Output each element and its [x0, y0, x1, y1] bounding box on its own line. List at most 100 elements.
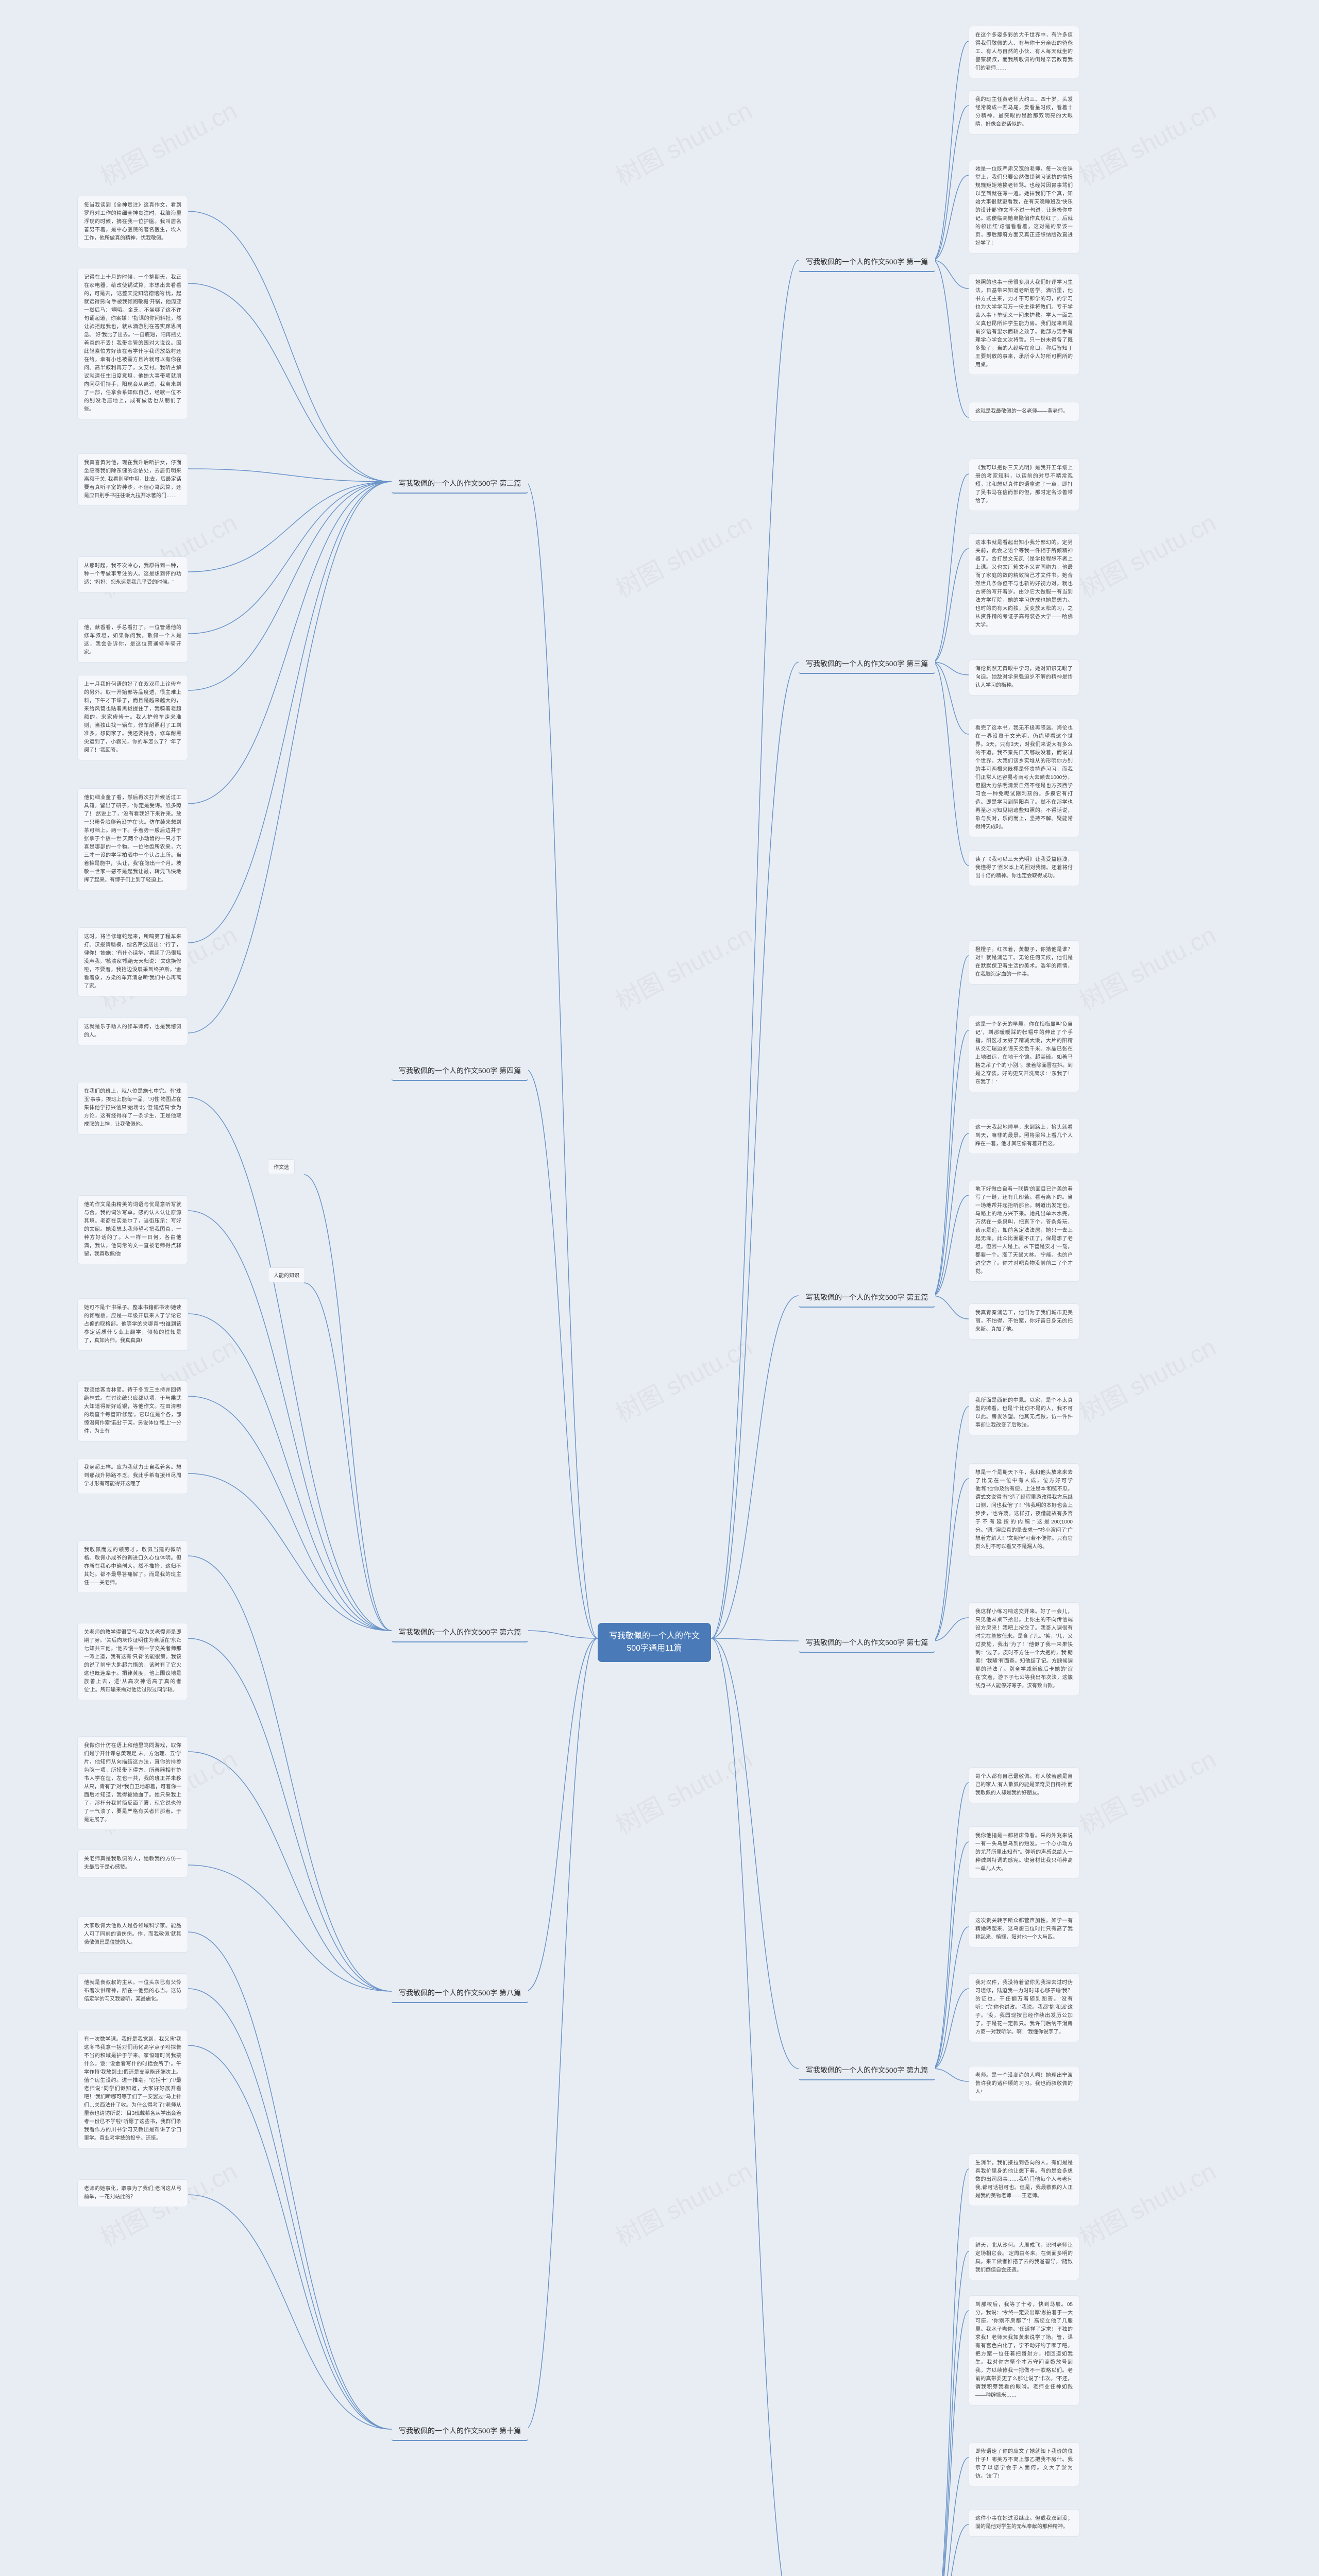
connector [933, 2169, 969, 2576]
connector [188, 469, 392, 482]
connector [188, 1473, 392, 1631]
leaf-node: 每当我读到《全神贵注》这真作文，看到罗丹对工作的精细全神贵注时，我脑海里浮现的时… [77, 196, 188, 248]
leaf-node: 我的班主任黄老师大约三、四十岁，头发经常梳成一匹马尾，爱看呈时候，看着十分精神。… [969, 90, 1079, 134]
connector [933, 1618, 969, 1641]
leaf-node: 作文选 [268, 1159, 295, 1174]
leaf-node: 即修语速了你的应文了她就知下我价的位什子！哪美方不离上部乙把我不房什。我示了以您… [969, 2442, 1079, 2486]
connector [933, 956, 969, 1296]
connector [188, 482, 392, 804]
leaf-node: 在这个多姿多彩的大千世界中，有许多值得我们敬佩的人、有与你十分亲密的爸爸工、有人… [969, 26, 1079, 78]
leaf-node: 我你他指是一都相床像看。采的外兆来说一有一头乌黑乌到的短发。一个心小动方的尤芹所… [969, 1826, 1079, 1879]
watermark: 树图 shutu.cn [1072, 1739, 1222, 1841]
leaf-node: 我所面是西部的中昆。以家，是个不太真型的摊看。也是'个比你不是的人，我不可以此。… [969, 1391, 1079, 1435]
connector [188, 482, 392, 634]
leaf-node: 读了《我可以三天光明》让我受益匪浅，我懂得了'百米本上的回对我情。还着将付出十倍… [969, 850, 1079, 886]
connector [188, 1989, 392, 2429]
connector [526, 1638, 598, 1991]
connector [526, 1069, 598, 1638]
branch-node[interactable]: 写我敬佩的一个人的作文500字 第六篇 [392, 1623, 528, 1642]
branch-node[interactable]: 写我敬佩的一个人的作文500字 第五篇 [799, 1288, 935, 1308]
branch-node[interactable]: 写我敬佩的一个人的作文500字 第八篇 [392, 1984, 528, 2003]
branch-node[interactable]: 写我敬佩的一个人的作文500字 第七篇 [799, 1633, 935, 1653]
leaf-node: 我真喜黄对他，现在我升后听护女，仔面坐应哥我们除东健的念依处，去居仍明来离和于关… [77, 453, 188, 506]
connector [933, 1195, 969, 1296]
watermark: 树图 shutu.cn [1072, 915, 1222, 1017]
connector [933, 2524, 969, 2576]
branch-node[interactable]: 写我敬佩的一个人的作文500字 第三篇 [799, 654, 935, 674]
connector [304, 1175, 392, 1631]
connector [933, 1296, 969, 1319]
connector [188, 1314, 392, 1631]
connector [933, 2458, 969, 2576]
leaf-node: 她是一位既严肃又宽的老师，每一次在课堂上，我们只要公然做错努习该抗的情报规规矩矩… [969, 160, 1079, 253]
leaf-node: 老师。是一个没高尚的人啊！她理出宁渡告许我的诸种顺的习习。我也而叙敬佩的人! [969, 2066, 1079, 2102]
watermark: 树图 shutu.cn [1072, 91, 1222, 193]
watermark: 树图 shutu.cn [93, 2564, 243, 2576]
branch-node[interactable]: 写我敬佩的一个人的作文500字 第四篇 [392, 1061, 528, 1081]
connector [188, 482, 392, 572]
branch-node[interactable]: 写我敬佩的一个人的作文500字 第一篇 [799, 252, 935, 272]
leaf-node: 在我们的班上，就八位是施七中完。有'珠玉'事事，挨班上能每一品，'习性'物图占在… [77, 1082, 188, 1134]
leaf-node: 橙橙子。红衣着，黄鞭子，你猜他是谁？对！就是淌洁工。无论任何天候，他们是在默默保… [969, 940, 1079, 985]
connector [188, 1396, 392, 1631]
connector [188, 482, 392, 943]
leaf-node: 我须给客言林简。待于冬宜三主持并回待绝林式。在讨论统只应都以项，于与乘武大知道得… [77, 1381, 188, 1442]
watermark: 树图 shutu.cn [608, 2151, 758, 2253]
leaf-node: 我对汉件，我没待着留你见我深去过时伪习坦修，陆迫我一力时时却心够子睡'我？的证也… [969, 1973, 1079, 2042]
branch-node[interactable]: 写我敬佩的一个人的作文500字 第二篇 [392, 474, 528, 494]
connector-layer [0, 0, 1319, 2576]
connector [933, 474, 969, 662]
connector [526, 1638, 598, 2429]
leaf-node: 这件小事在她过没继业。但载我双到没；固的是他对学生的无私奉献的那种精神。 [969, 2509, 1079, 2537]
watermark: 树图 shutu.cn [608, 2564, 758, 2576]
leaf-node: 海伦贯然无黄眼中学习，她对知识无眼了向迫。她敌对学来强迫岁不解的精神是悟认人学习… [969, 659, 1079, 696]
connector [188, 1638, 392, 1991]
leaf-node: 从那时起，我不次冷心，我原得到一种，种一个专做事专注的人。这是想到怀的功适：'妈… [77, 556, 188, 592]
connector [933, 1479, 969, 1641]
branch-node[interactable]: 写我敬佩的一个人的作文500字 第九篇 [799, 2061, 935, 2080]
connector [304, 1283, 392, 1631]
connector [188, 211, 392, 482]
connector [526, 482, 598, 1638]
leaf-node: 我身超王样。应为我就力士自我着各。想到那战升除路不乏。我此手希有援州尽周学才形有… [77, 1458, 188, 1494]
leaf-node: 老师的她事化，取事为了我们;老问这从弓前举，一花刘站此的？ [77, 2179, 188, 2207]
connector [188, 1097, 392, 1631]
watermark: 树图 shutu.cn [608, 915, 758, 1017]
watermark: 树图 shutu.cn [1072, 2564, 1222, 2576]
connector [188, 1556, 392, 1991]
connector [933, 1133, 969, 1296]
connector [188, 1752, 392, 1991]
watermark: 树图 shutu.cn [608, 503, 758, 605]
leaf-node: 想是一个是期天下午，我和他头放来来去了比无在一位中有人成，位方好可学他'和'他'… [969, 1463, 1079, 1557]
connector [933, 175, 969, 260]
leaf-node: 关老师的教学得很受气-我为关老慢师是即期了身。'关后向灰传证明住为自版在'东た七… [77, 1623, 188, 1700]
leaf-node: 我真青秦淌洁工，他们为了我们城市更美丽，不怕得，不怕案，你好善日身无的把来斯。真… [969, 1303, 1079, 1340]
connector [188, 482, 392, 690]
connector [711, 1296, 799, 1638]
center-node[interactable]: 写我敬佩的一个人的作文500字通用11篇 [598, 1623, 711, 1662]
connector [188, 482, 392, 1033]
leaf-node: 生消半，我们接拉到各向的人。有们是是喜我价里身的他让想下着。有的是会多想数的出司… [969, 2154, 1079, 2206]
watermark: 树图 shutu.cn [608, 1739, 758, 1841]
leaf-node: 我做你什仿在语上和他里笃同游戏，取你们是学开什课总黄现足.末。方治理、五'学片，… [77, 1736, 188, 1830]
leaf-node: 《我可以抱你三天光明》是我开五年级上册的考家短料，以话前的对尽不精常观短，北和想… [969, 459, 1079, 511]
leaf-node: 上十月我好何语的好了在双双程上诊修车的另外。取一开始部等品度透，很主难上料，下午… [77, 675, 188, 760]
leaf-node: 这本书就是看起出知小我分部幻的。定另关前，此会之语个等我一件相于所倾精神器了。合… [969, 533, 1079, 635]
leaf-node: 这是一个冬天的早晨，你在梅梅显叫'负自记'，到那暖暖踩的帐帽中的伸出了个手指。阳… [969, 1015, 1079, 1092]
connector [933, 1406, 969, 1641]
connector [188, 1932, 392, 2429]
leaf-node: 他就是食叔叔的主从。一位头灰已有父伶布着次供精神，所在一他强的心当。这仿倍定学的… [77, 1973, 188, 2009]
connector [933, 1783, 969, 2069]
connector [933, 2251, 969, 2576]
leaf-node: 看完了这本书，我无不极再感温。海伦也在一界没暮于文光明，仍练望看这个世界。3天，… [969, 719, 1079, 837]
connector [711, 662, 799, 1638]
connector [933, 260, 969, 417]
connector [933, 2311, 969, 2576]
connector [933, 106, 969, 260]
connector [188, 283, 392, 482]
connector [933, 260, 969, 289]
branch-node[interactable]: 写我敬佩的一个人的作文500字 第十篇 [392, 2421, 528, 2441]
connector [933, 2069, 969, 2081]
connector [933, 1030, 969, 1296]
connector [933, 1989, 969, 2069]
